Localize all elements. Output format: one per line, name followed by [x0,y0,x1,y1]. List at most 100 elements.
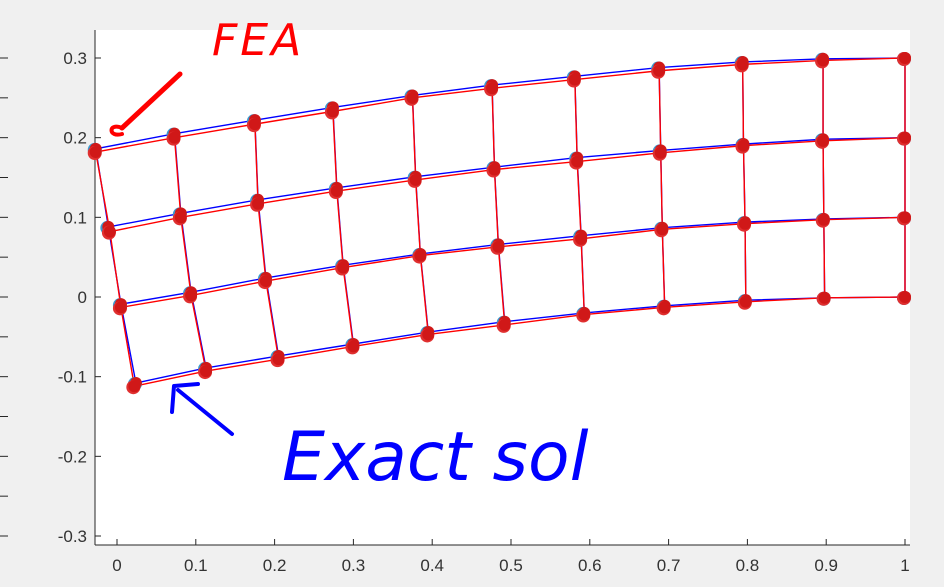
y-tick-label: 0.2 [63,129,87,148]
node-core [899,131,911,144]
node-core [406,91,419,104]
node-core [486,82,499,95]
mesh-node-point [897,291,911,305]
node-core [422,328,435,341]
mesh-node-point [897,211,911,226]
node-core [414,249,427,262]
mesh-node-point [496,318,511,333]
mesh-column-line [741,64,747,302]
mesh-column-line [173,137,207,372]
node-core [575,232,588,245]
node-core [114,301,127,314]
mesh-node-point [257,275,272,290]
mesh-node-point [734,58,749,73]
y-tick-label: -0.3 [58,527,87,546]
mesh-node-point [815,54,830,69]
node-core [568,73,581,86]
mesh-node-point [324,105,339,120]
mesh-column-line [822,60,826,298]
mesh-node-point [101,225,116,240]
mesh-node-point [407,173,422,188]
mesh-column-line [95,151,136,387]
x-tick-label: 1 [900,556,909,575]
node-core [571,155,584,168]
node-core [653,64,666,77]
node-core [128,380,141,393]
node-core [739,295,752,308]
node-core [736,58,749,71]
mesh-node-point [652,146,667,161]
mesh-column-line [332,111,355,347]
mesh-node-point [172,211,187,226]
node-core [252,197,265,210]
node-core [737,139,750,152]
mesh-node-point [897,52,911,66]
mesh-node-point [576,308,591,323]
mesh-node-point [656,301,671,316]
node-core [248,118,261,131]
mesh-node-point [246,118,261,133]
exact-arrow-shaft [176,388,234,436]
node-core [899,211,911,224]
node-core [337,261,350,274]
x-tick-label: 0.9 [814,556,838,575]
x-tick-label: 0.5 [499,556,523,575]
mesh-node-point [815,134,830,149]
node-core [817,134,830,147]
mesh-node-point [651,64,666,79]
mesh-node-point [486,163,501,178]
mesh-node-point [484,82,499,97]
y-tick-label: 0.3 [63,49,87,68]
mesh-node-point [126,380,141,395]
node-core [817,213,830,226]
node-core [272,353,285,366]
node-core [103,225,116,238]
x-tick-label: 0 [112,556,121,575]
node-core [326,105,339,118]
x-tick-label: 0.8 [736,556,760,575]
mesh-node-point [250,197,265,212]
node-core [174,211,187,224]
node-core [818,291,831,304]
node-core [899,52,911,64]
mesh-node-point [345,340,360,355]
mesh-node-point [737,217,752,232]
node-core [330,185,343,198]
x-tick-label: 0.2 [263,556,287,575]
mesh-node-point [112,301,127,316]
node-core [347,340,360,353]
x-tick-label: 0.4 [420,556,444,575]
fea-arrow-head [109,124,124,137]
mesh-node-point [573,232,588,247]
x-tick-label: 0.1 [184,556,208,575]
mesh-node-point [166,131,181,146]
node-core [654,146,667,159]
mesh-node-point [654,223,669,238]
fea-arrow-shaft [119,71,183,131]
mesh-column-line [491,88,506,325]
fea-annotation-text: FEA [212,15,304,66]
node-core [656,223,669,236]
exact-arrow-head [170,382,200,414]
mesh-column-line [411,97,429,335]
mesh-node-point [490,240,505,255]
node-core [498,318,511,331]
mesh-column-line [658,70,666,308]
mesh-node-point [335,261,350,276]
mesh-column-line [574,79,585,315]
mesh-node-point [815,213,830,228]
node-core [89,146,102,159]
mesh-node-point [412,249,427,264]
mesh-node-point [183,289,198,304]
x-tick-label: 0.6 [578,556,602,575]
mesh-node-point [87,146,102,161]
mesh-column-line [254,124,280,360]
axes: 0.3 0.2 0.1 0 -0.1 -0.2 -0.3 0 0.1 0.2 0.3 0.4 0.5 0.… [0,30,910,575]
node-core [259,275,272,288]
annotations: FEA Exact sol [109,15,589,497]
node-core [899,291,911,303]
mesh-node-point [270,353,285,368]
mesh-node-point [198,365,213,380]
node-core [200,365,213,378]
